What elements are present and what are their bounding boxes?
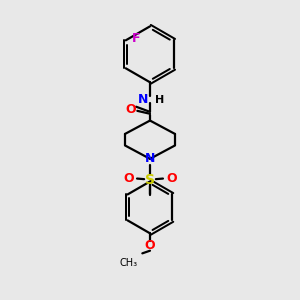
Text: O: O [166,172,176,185]
Text: H: H [155,95,164,105]
Text: N: N [138,93,148,106]
Text: O: O [125,103,136,116]
Text: N: N [145,152,155,165]
Text: F: F [132,32,141,45]
Text: CH₃: CH₃ [119,258,137,268]
Text: O: O [124,172,134,185]
Text: S: S [145,173,155,187]
Text: O: O [145,239,155,252]
